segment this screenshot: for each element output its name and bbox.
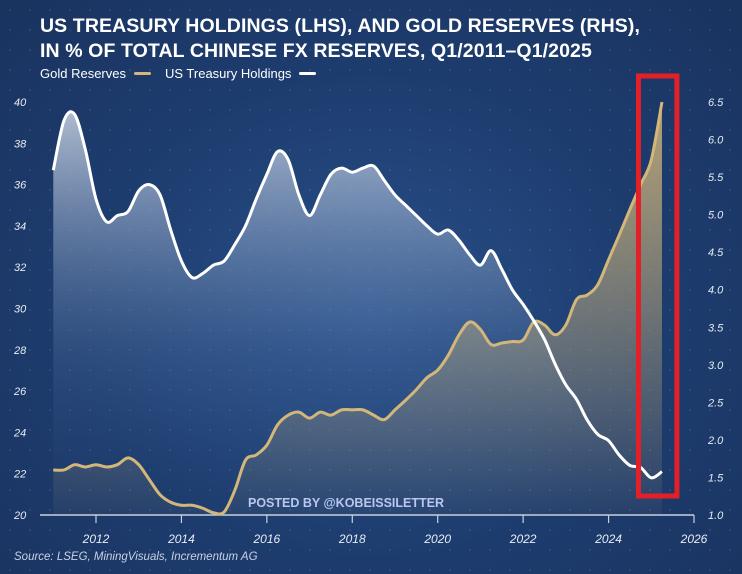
x-tick-label: 2026	[680, 532, 708, 546]
legend-treasury-label: US Treasury Holdings	[164, 66, 292, 81]
x-tick-label: 2012	[82, 532, 110, 546]
x-tick-label: 2016	[253, 532, 281, 546]
legend-gold-swatch	[133, 72, 151, 75]
y-left-tick-label: 20	[13, 510, 27, 522]
chart-title: US TREASURY HOLDINGS (LHS), AND GOLD RES…	[40, 14, 640, 64]
highlight-box	[635, 73, 680, 499]
y-right-tick-label: 6.0	[708, 135, 724, 147]
y-right-tick-label: 2.5	[707, 397, 724, 409]
y-left-tick-label: 22	[13, 469, 26, 481]
treasury-holdings-line	[51, 110, 663, 480]
y-left-tick-label: 34	[14, 221, 26, 233]
gold-reserves-line	[53, 101, 664, 516]
title-line-1: US TREASURY HOLDINGS (LHS), AND GOLD RES…	[40, 15, 640, 37]
y-right-tick-label: 6.5	[708, 97, 724, 109]
y-right-tick-label: 5.0	[708, 210, 724, 222]
legend-gold-label: Gold Reserves	[40, 66, 126, 81]
y-left-tick-label: 38	[14, 138, 27, 150]
y-right-tick-label: 2.0	[707, 435, 724, 447]
y-left-tick-label: 36	[14, 180, 27, 192]
y-right-tick-label: 3.0	[708, 360, 724, 372]
y-left-tick-label: 26	[13, 386, 27, 398]
y-left-tick-label: 30	[14, 304, 27, 316]
y-right-tick-label: 5.5	[708, 172, 724, 184]
source-note: Source: LSEG, MiningVisuals, Incrementum…	[14, 551, 258, 563]
x-tick-label: 2022	[509, 532, 537, 546]
gold-area	[53, 102, 662, 515]
y-right-tick-label: 4.0	[708, 285, 724, 297]
y-left-tick-label: 28	[13, 345, 27, 357]
watermark: POSTED BY @KOBEISSILETTER	[248, 496, 445, 510]
title-line-2: IN % OF TOTAL CHINESE FX RESERVES, Q1/20…	[40, 40, 592, 62]
y-left-tick-label: 24	[13, 427, 26, 439]
y-right-tick-label: 4.5	[708, 247, 724, 259]
x-tick-label: 2020	[423, 532, 451, 546]
y-left-tick-label: 40	[14, 97, 27, 109]
y-right-tick-label: 1.5	[708, 472, 724, 484]
legend-treasury-swatch	[299, 72, 317, 75]
y-left-tick-label: 32	[14, 262, 26, 274]
x-tick-label: 2014	[167, 532, 195, 546]
x-tick-label: 2018	[338, 532, 366, 546]
legend: Gold Reserves US Treasury Holdings	[40, 66, 330, 81]
x-tick-label: 2024	[594, 532, 622, 546]
y-right-tick-label: 3.5	[708, 322, 724, 334]
y-right-tick-label: 1.0	[708, 510, 724, 522]
